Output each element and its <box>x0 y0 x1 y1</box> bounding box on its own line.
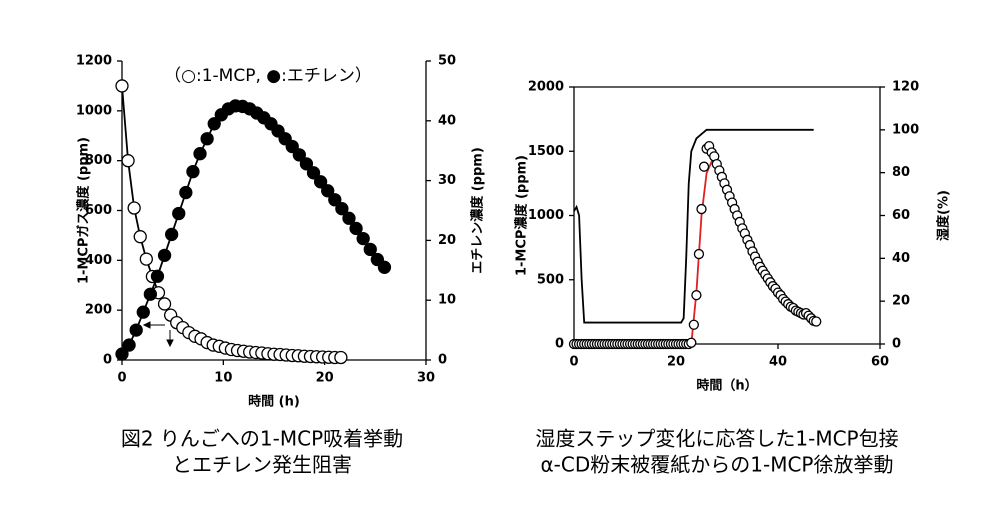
data-point <box>313 175 328 189</box>
y2-tick-label: 80 <box>892 165 910 180</box>
data-point <box>139 252 153 266</box>
annotation: （○:1-MCP, ●:エチレン） <box>164 66 372 86</box>
y-tick-label: 1500 <box>528 144 564 159</box>
data-point <box>686 337 697 348</box>
data-point <box>693 248 705 260</box>
y-tick-label: 500 <box>537 272 564 287</box>
y2-tick-label: 60 <box>892 208 910 223</box>
y2-tick-label: 100 <box>892 122 919 137</box>
y-tick-label: 1200 <box>76 54 112 69</box>
data-point <box>377 260 392 274</box>
y2-tick-label: 20 <box>438 233 456 248</box>
y2-tick-label: 120 <box>892 80 919 95</box>
axes <box>573 86 881 345</box>
x-tick-label: 30 <box>417 371 435 386</box>
data-point <box>349 221 363 236</box>
data-point <box>342 211 356 225</box>
caption: α-CD粉末被覆紙からの1-MCP徐放挙動 <box>541 453 894 477</box>
x-tick-label: 40 <box>769 355 787 370</box>
data-point <box>321 184 335 198</box>
series-line <box>573 128 814 324</box>
data-point <box>306 166 321 180</box>
x-axis-label: 時間 (h) <box>248 394 300 410</box>
data-point <box>165 227 179 242</box>
data-point <box>696 203 707 215</box>
y-axis-label: 1-MCPガス濃度 (ppm) <box>76 137 92 284</box>
data-point <box>179 185 193 200</box>
data-point <box>335 202 349 216</box>
data-point <box>129 323 143 337</box>
y-tick-label: 2000 <box>528 80 564 95</box>
data-point <box>328 193 342 207</box>
y-tick-label: 200 <box>85 303 112 318</box>
data-point <box>115 79 129 93</box>
y2-tick-label: 10 <box>438 293 456 308</box>
y2-axis-label: エチレン濃度 (ppm) <box>470 147 486 274</box>
data-point <box>136 305 150 319</box>
data-point <box>207 117 221 131</box>
data-point <box>698 161 710 172</box>
data-point <box>691 290 702 301</box>
arrows <box>142 321 174 348</box>
y2-axis-label: 湿度(%) <box>936 190 952 241</box>
data-point <box>143 287 158 301</box>
data-point <box>127 201 141 215</box>
y-tick-label: 1000 <box>76 103 112 118</box>
y2-tick-label: 20 <box>892 294 910 309</box>
data-point <box>193 147 207 161</box>
data-point <box>157 297 172 311</box>
y2-tick-label: 40 <box>892 251 910 266</box>
data-point <box>285 139 299 154</box>
data-point <box>186 164 200 179</box>
data-point <box>292 148 306 162</box>
x-tick-label: 60 <box>871 355 889 370</box>
y-tick-label: 400 <box>85 253 112 268</box>
data-point <box>299 157 314 171</box>
x-tick-label: 0 <box>569 355 578 370</box>
data-point <box>150 269 165 283</box>
data-point <box>172 206 186 221</box>
y2-tick-label: 40 <box>438 113 456 128</box>
data-point <box>334 350 348 365</box>
y-tick-label: 800 <box>85 153 112 168</box>
y-tick-label: 600 <box>85 203 112 218</box>
x-axis-label: 時間（h） <box>696 378 757 394</box>
data-point <box>688 319 699 330</box>
y2-tick-label: 30 <box>438 173 456 188</box>
data-point <box>157 248 172 263</box>
series-line <box>121 104 386 355</box>
y2-tick-label: 0 <box>438 353 447 368</box>
data-point <box>122 338 136 352</box>
data-point <box>133 230 147 244</box>
y-tick-label: 1000 <box>528 208 564 223</box>
y-tick-label: 0 <box>103 353 112 368</box>
data-point <box>811 316 822 327</box>
y2-tick-label: 0 <box>892 337 901 352</box>
caption: 図2 りんごへの1-MCP吸着挙動 <box>121 427 403 451</box>
data-point <box>356 231 370 246</box>
y-axis-label: 1-MCP濃度 (ppm) <box>514 155 530 276</box>
data-point <box>115 347 129 361</box>
x-tick-label: 20 <box>667 355 685 370</box>
caption: 湿度ステップ変化に応答した1-MCP包接 <box>535 427 898 451</box>
x-tick-label: 20 <box>316 371 334 386</box>
data-point <box>363 242 377 257</box>
y-tick-label: 0 <box>555 337 564 352</box>
x-tick-label: 10 <box>214 371 232 386</box>
y2-tick-label: 50 <box>438 54 456 69</box>
x-tick-label: 0 <box>117 371 126 386</box>
caption: とエチレン発生阻害 <box>172 453 352 477</box>
series-line <box>121 85 341 359</box>
data-point <box>121 154 135 168</box>
data-point <box>200 132 214 146</box>
